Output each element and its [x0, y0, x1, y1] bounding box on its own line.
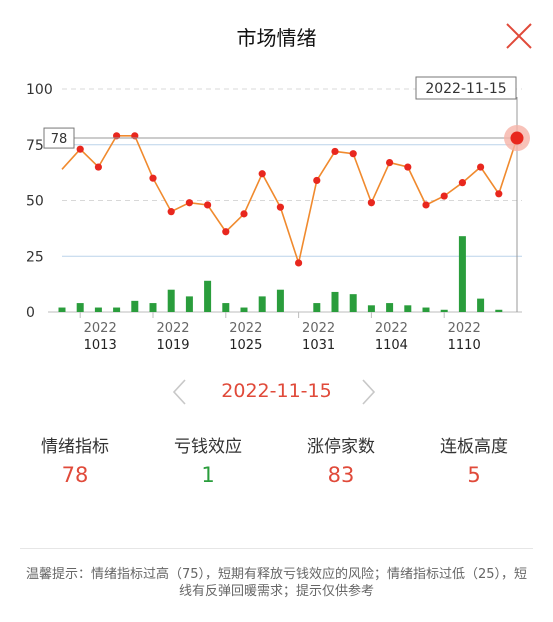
next-date-chevron-icon[interactable] [356, 376, 380, 408]
stat-label: 连板高度 [440, 437, 508, 457]
volume-bar [222, 303, 230, 312]
data-point [276, 203, 284, 211]
highlight-point [510, 131, 524, 145]
header: 市场情绪 [0, 0, 553, 72]
x-tick-year: 2022 [156, 321, 189, 336]
date-navigator: 2022-11-15 [0, 376, 553, 408]
prev-date-chevron-icon[interactable] [168, 376, 192, 408]
page-title: 市场情绪 [236, 26, 317, 50]
x-tick-date: 1110 [448, 338, 481, 353]
y-tick-label: 50 [26, 194, 44, 210]
crosshair-value-box [43, 127, 75, 149]
data-point [458, 179, 466, 187]
volume-bar [204, 280, 212, 312]
x-tick-date: 1031 [302, 338, 335, 353]
volume-bar [58, 307, 66, 312]
volume-bar [367, 305, 375, 312]
stats-row: 情绪指标 78 亏钱效应 1 涨停家数 83 连板高度 5 [0, 432, 553, 492]
sentiment-chart[interactable]: 0 25 50 75 100 2022 1013 2022 1019 2022 1025 2022 1… [0, 72, 553, 362]
x-tick-date: 1025 [229, 338, 262, 353]
volume-bar [185, 296, 193, 312]
volume-bar [422, 307, 430, 312]
stat-limit-up-count: 涨停家数 83 [272, 432, 410, 487]
volume-bar [276, 289, 284, 312]
close-icon[interactable] [503, 20, 535, 52]
data-point [313, 176, 321, 185]
data-point [167, 208, 175, 216]
data-point [76, 145, 84, 153]
volume-bar [440, 309, 448, 312]
data-point [149, 174, 157, 182]
volume-bar [458, 236, 466, 312]
x-tick-year: 2022 [448, 321, 481, 336]
stat-value: 78 [61, 463, 89, 487]
x-tick-date: 1104 [375, 338, 408, 353]
data-point [495, 190, 503, 198]
data-point [94, 163, 102, 171]
volume-bar [76, 303, 84, 312]
data-point [240, 210, 248, 218]
data-point [185, 199, 193, 207]
data-point [204, 201, 212, 209]
sentiment-line [61, 135, 518, 266]
stat-value: 1 [201, 463, 215, 487]
volume-bar [240, 307, 248, 312]
volume-bar [477, 298, 485, 312]
y-tick-label: 25 [26, 249, 44, 265]
data-point [222, 228, 230, 236]
stat-loss-effect: 亏钱效应 1 [139, 432, 277, 487]
stat-value: 5 [467, 463, 481, 487]
volume-bar [313, 303, 321, 312]
crosshair-date-label: 2022-11-15 [425, 81, 506, 97]
data-point [295, 259, 303, 267]
data-point [367, 199, 375, 207]
x-tick-year: 2022 [302, 321, 335, 336]
volume-bar [94, 307, 102, 312]
data-point [331, 147, 339, 156]
y-tick-label: 0 [26, 305, 35, 321]
volume-bar [495, 309, 503, 312]
volume-bar [404, 305, 412, 312]
data-point [386, 158, 394, 167]
x-tick-date: 1019 [156, 338, 189, 353]
stat-sentiment-index: 情绪指标 78 [6, 432, 144, 487]
y-tick-label: 100 [26, 82, 53, 98]
data-point [404, 163, 412, 171]
volume-bar [131, 300, 139, 312]
divider [20, 548, 533, 549]
volume-bar [331, 291, 339, 312]
data-point [349, 150, 357, 158]
volume-bar [149, 303, 157, 312]
volume-bar [113, 307, 121, 312]
data-point [258, 170, 266, 178]
x-tick-year: 2022 [84, 321, 117, 336]
stat-value: 83 [327, 463, 355, 487]
y-tick-label: 75 [26, 138, 44, 154]
volume-bar [167, 289, 175, 312]
tip-text: 温馨提示：情绪指标过高（75），短期有释放亏钱效应的风险；情绪指标过低（25），… [25, 567, 528, 599]
stat-label: 亏钱效应 [174, 437, 242, 457]
volume-bar [349, 294, 357, 312]
current-date: 2022-11-15 [221, 380, 332, 402]
x-tick-year: 2022 [375, 321, 408, 336]
crosshair-value-label: 78 [51, 132, 68, 147]
x-tick-year: 2022 [229, 321, 262, 336]
stat-label: 涨停家数 [307, 437, 375, 457]
volume-bar [386, 303, 394, 312]
data-point [440, 192, 448, 200]
stat-consecutive-limit-height: 连板高度 5 [405, 432, 543, 487]
x-tick-date: 1013 [84, 338, 117, 353]
stat-label: 情绪指标 [41, 437, 109, 457]
volume-bar [258, 296, 266, 312]
data-point [477, 163, 485, 171]
data-point [422, 201, 430, 209]
crosshair-date-box [415, 76, 517, 100]
